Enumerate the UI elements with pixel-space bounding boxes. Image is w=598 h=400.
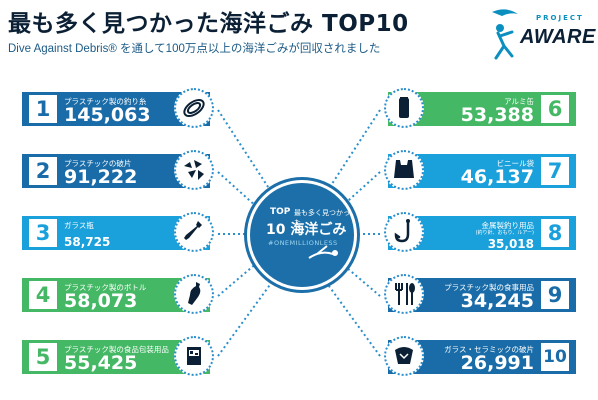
page-title: 最も多く見つかった海洋ごみ TOP10: [8, 11, 409, 37]
item-count: 26,991: [460, 352, 534, 374]
diver-icon: [308, 245, 338, 259]
item-count: 91,222: [64, 166, 138, 188]
item-label: 金属製釣り用品: [481, 221, 535, 230]
item-count: 53,388: [460, 104, 534, 126]
item-rank-9: 9 プラスチック製の食事用品 34,245: [378, 274, 576, 316]
cutlery-icon: [384, 274, 424, 314]
rank-number: 9: [541, 281, 569, 309]
item-count: 55,425: [64, 352, 138, 374]
item-label: ガラス・セラミックの破片: [444, 345, 534, 354]
item-label: ガラス瓶: [64, 221, 94, 230]
item-count: 58,073: [64, 290, 138, 312]
rank-number: 7: [541, 157, 569, 185]
logo-aware-text: AWARE: [520, 26, 596, 48]
rank-number: 2: [29, 157, 57, 185]
item-sublabel: (釣り針、おもり、ルアー): [475, 230, 534, 236]
rank-number: 1: [29, 95, 57, 123]
center-top-text: TOP: [270, 207, 291, 217]
plastic-bottle-icon: [174, 274, 214, 314]
rank-number: 5: [29, 343, 57, 371]
item-rank-8: 8 金属製釣り用品 (釣り針、おもり、ルアー) 35,018: [378, 212, 576, 254]
center-hashtag: #ONEMILLIONLESS: [268, 239, 338, 247]
plastic-bag-icon: [384, 150, 424, 190]
center-badge: TOP 最も多く見つかった 10 海洋ごみ #ONEMILLIONLESS: [247, 180, 357, 290]
rank-number: 3: [29, 219, 57, 247]
ceramic-pieces-icon: [384, 336, 424, 376]
rank-number: 4: [29, 281, 57, 309]
item-rank-2: 2 プラスチックの破片 91,222: [22, 150, 220, 192]
item-rank-10: 10 ガラス・セラミックの破片 26,991: [378, 336, 576, 378]
fishing-hook-icon: [384, 212, 424, 252]
item-rank-1: 1 プラスチック製の釣り糸 145,063: [22, 88, 220, 130]
aluminum-can-icon: [384, 88, 424, 128]
item-count: 46,137: [460, 166, 534, 188]
rank-number: 6: [541, 95, 569, 123]
item-label: プラスチック製のボトル: [64, 283, 147, 292]
item-rank-7: 7 ビニール袋 46,137: [378, 150, 576, 192]
item-label: プラスチックの破片: [64, 159, 132, 168]
page-subtitle: Dive Against Debris® を通して100万点以上の海洋ごみが回収…: [8, 43, 381, 55]
item-count: 34,245: [460, 290, 534, 312]
item-count: 145,063: [64, 104, 151, 126]
rank-number: 10: [541, 343, 569, 371]
plastic-fragments-icon: [174, 150, 214, 190]
rank-number: 8: [541, 219, 569, 247]
item-label: プラスチック製の食事用品: [444, 283, 534, 292]
item-label: プラスチック製の食品包装用品: [64, 345, 169, 354]
center-main-text: 10 海洋ごみ: [266, 222, 347, 238]
center-top-small: 最も多く見つかった: [294, 209, 350, 227]
item-label: アルミ缶: [504, 97, 534, 106]
item-rank-5: 5 プラスチック製の食品包装用品 55,425: [22, 336, 220, 378]
item-rank-6: 6 アルミ缶 53,388: [378, 88, 576, 130]
item-count: 35,018: [487, 237, 534, 251]
logo-project-text: PROJECT: [536, 14, 584, 22]
item-count: 58,725: [64, 235, 111, 249]
item-rank-4: 4 プラスチック製のボトル 58,073: [22, 274, 220, 316]
item-label: ビニール袋: [496, 159, 535, 168]
fishing-line-icon: [174, 88, 214, 128]
diver-logo-icon: [492, 9, 518, 60]
food-wrapper-icon: [174, 336, 214, 376]
item-label: プラスチック製の釣り糸: [64, 97, 147, 106]
glass-bottle-icon: [174, 212, 214, 252]
item-rank-3: 3 ガラス瓶 58,725: [22, 212, 220, 254]
